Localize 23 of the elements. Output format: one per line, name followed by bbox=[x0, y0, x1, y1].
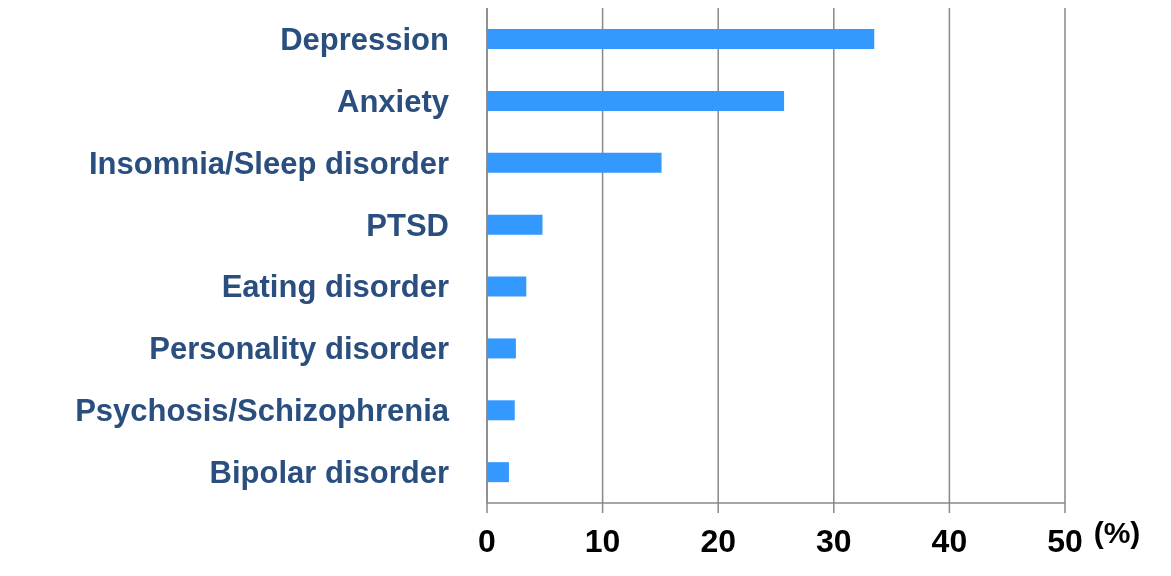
x-tick-label: 10 bbox=[584, 522, 621, 559]
y-tick-label: Insomnia/Sleep disorder bbox=[88, 145, 449, 181]
y-tick-label: Bipolar disorder bbox=[209, 455, 449, 491]
x-tick-label: 20 bbox=[700, 522, 736, 559]
bar bbox=[487, 338, 516, 359]
x-tick-label: 50 bbox=[1047, 522, 1083, 559]
bar bbox=[487, 276, 527, 297]
y-tick-label: Eating disorder bbox=[221, 269, 449, 305]
y-tick-label: Anxiety bbox=[337, 83, 450, 119]
bar bbox=[487, 90, 785, 111]
bar bbox=[487, 152, 662, 173]
x-tick-label: 0 bbox=[478, 522, 496, 559]
x-tick-label: 40 bbox=[931, 522, 968, 559]
bar bbox=[487, 400, 515, 421]
bar bbox=[487, 462, 509, 483]
y-tick-label: Personality disorder bbox=[149, 331, 449, 367]
y-tick-label: PTSD bbox=[366, 207, 449, 243]
y-tick-label: Depression bbox=[280, 21, 449, 57]
y-tick-label: Psychosis/Schizophrenia bbox=[75, 393, 450, 429]
bar bbox=[487, 29, 875, 50]
bar bbox=[487, 214, 543, 235]
x-axis-title: (%) bbox=[1093, 516, 1141, 549]
x-tick-label: 30 bbox=[816, 522, 852, 559]
